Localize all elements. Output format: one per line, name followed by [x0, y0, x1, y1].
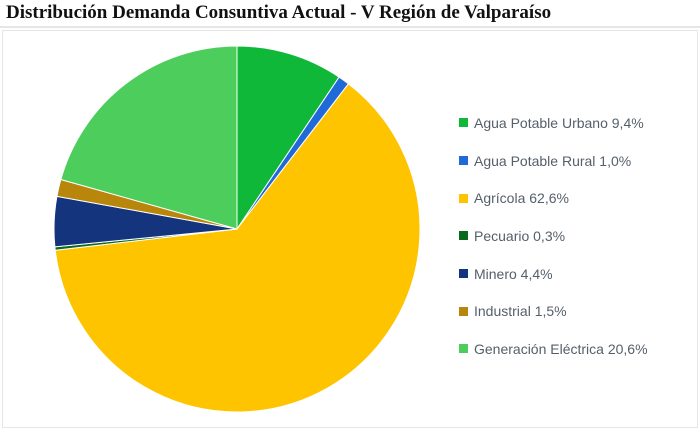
legend-swatch	[459, 306, 468, 316]
legend-item: Agua Potable Rural 1,0%	[459, 142, 648, 180]
chart-area	[2, 30, 698, 428]
legend-swatch	[459, 118, 468, 128]
legend-swatch	[459, 269, 468, 279]
legend: Agua Potable Urbano 9,4% Agua Potable Rur…	[459, 104, 648, 368]
legend-label: Industrial 1,5%	[474, 303, 567, 320]
legend-label: Agrícola 62,6%	[474, 190, 569, 207]
legend-item: Minero 4,4%	[459, 255, 648, 293]
title-divider	[0, 26, 700, 28]
pie-slice-1	[236, 45, 340, 231]
legend-swatch	[459, 156, 468, 166]
pie-slice-3	[54, 83, 421, 413]
legend-label: Minero 4,4%	[474, 265, 553, 282]
legend-label: Agua Potable Rural 1,0%	[474, 152, 632, 169]
legend-label: Agua Potable Urbano 9,4%	[474, 114, 644, 131]
legend-item: Agua Potable Urbano 9,4%	[459, 104, 648, 142]
legend-swatch	[459, 231, 468, 241]
legend-item: Industrial 1,5%	[459, 292, 648, 330]
legend-item: Pecuario 0,3%	[459, 217, 648, 255]
legend-item: Generación Eléctrica 20,6%	[459, 330, 648, 368]
chart-title: Distribución Demanda Consuntiva Actual -…	[6, 2, 552, 23]
pie-slice-7	[60, 45, 238, 230]
legend-swatch	[459, 344, 468, 354]
legend-label: Generación Eléctrica 20,6%	[474, 340, 648, 357]
legend-item: Agrícola 62,6%	[459, 179, 648, 217]
legend-swatch	[459, 193, 468, 203]
legend-label: Pecuario 0,3%	[474, 227, 566, 244]
